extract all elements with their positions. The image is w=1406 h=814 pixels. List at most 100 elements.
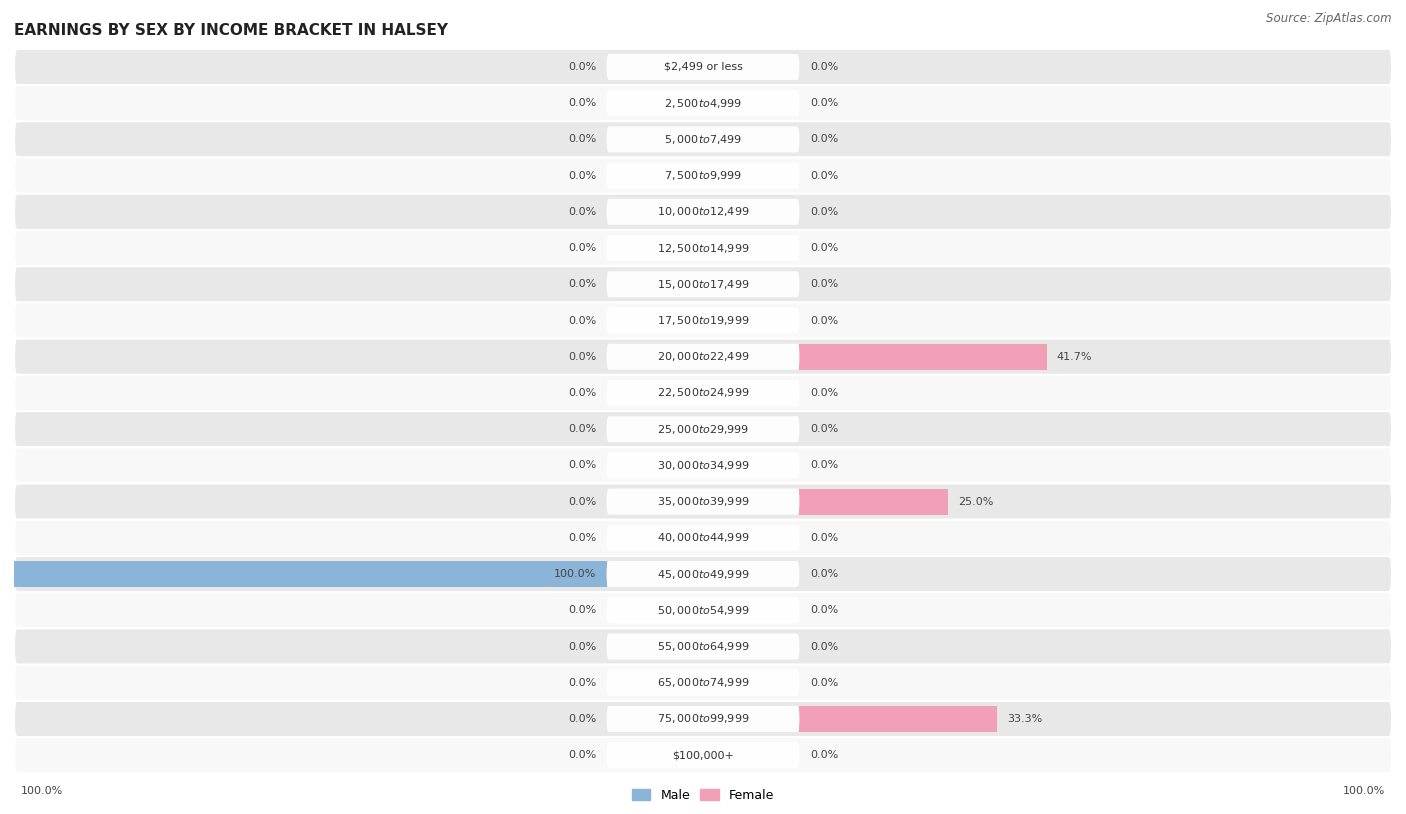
Text: 100.0%: 100.0%	[21, 786, 63, 796]
FancyBboxPatch shape	[14, 701, 1392, 737]
FancyBboxPatch shape	[606, 561, 800, 587]
FancyBboxPatch shape	[606, 488, 800, 514]
Text: $10,000 to $12,499: $10,000 to $12,499	[657, 205, 749, 218]
Text: 0.0%: 0.0%	[810, 533, 838, 543]
Text: 100.0%: 100.0%	[1343, 786, 1385, 796]
Text: $100,000+: $100,000+	[672, 751, 734, 760]
FancyBboxPatch shape	[14, 266, 1392, 303]
Text: 0.0%: 0.0%	[568, 497, 596, 506]
Bar	[800, 344, 1046, 370]
Text: Source: ZipAtlas.com: Source: ZipAtlas.com	[1267, 12, 1392, 25]
FancyBboxPatch shape	[606, 126, 800, 152]
Text: 0.0%: 0.0%	[568, 424, 596, 434]
FancyBboxPatch shape	[606, 235, 800, 261]
Text: $17,500 to $19,999: $17,500 to $19,999	[657, 314, 749, 327]
Text: 0.0%: 0.0%	[810, 171, 838, 181]
Text: 0.0%: 0.0%	[810, 461, 838, 470]
Text: $2,500 to $4,999: $2,500 to $4,999	[664, 97, 742, 110]
Text: 0.0%: 0.0%	[810, 62, 838, 72]
Text: $30,000 to $34,999: $30,000 to $34,999	[657, 459, 749, 472]
Bar	[14, 561, 606, 587]
Text: $7,500 to $9,999: $7,500 to $9,999	[664, 169, 742, 182]
Text: 0.0%: 0.0%	[810, 751, 838, 760]
Text: 0.0%: 0.0%	[568, 714, 596, 724]
Text: $15,000 to $17,499: $15,000 to $17,499	[657, 278, 749, 291]
Text: 0.0%: 0.0%	[568, 388, 596, 398]
Text: 0.0%: 0.0%	[810, 279, 838, 289]
FancyBboxPatch shape	[14, 339, 1392, 374]
FancyBboxPatch shape	[606, 633, 800, 659]
FancyBboxPatch shape	[14, 158, 1392, 194]
Text: 0.0%: 0.0%	[568, 533, 596, 543]
Text: $75,000 to $99,999: $75,000 to $99,999	[657, 712, 749, 725]
Text: 0.0%: 0.0%	[810, 98, 838, 108]
Text: 0.0%: 0.0%	[810, 678, 838, 688]
FancyBboxPatch shape	[14, 448, 1392, 484]
Text: 0.0%: 0.0%	[810, 207, 838, 217]
Text: 0.0%: 0.0%	[568, 461, 596, 470]
FancyBboxPatch shape	[14, 303, 1392, 339]
Text: 0.0%: 0.0%	[810, 641, 838, 651]
Text: 0.0%: 0.0%	[568, 641, 596, 651]
FancyBboxPatch shape	[14, 411, 1392, 448]
FancyBboxPatch shape	[606, 416, 800, 442]
FancyBboxPatch shape	[606, 706, 800, 732]
FancyBboxPatch shape	[606, 670, 800, 696]
Text: 0.0%: 0.0%	[810, 134, 838, 144]
Text: 0.0%: 0.0%	[568, 606, 596, 615]
Text: 0.0%: 0.0%	[568, 171, 596, 181]
Text: 0.0%: 0.0%	[810, 316, 838, 326]
FancyBboxPatch shape	[14, 121, 1392, 158]
Text: $2,499 or less: $2,499 or less	[664, 62, 742, 72]
FancyBboxPatch shape	[14, 519, 1392, 556]
FancyBboxPatch shape	[606, 308, 800, 334]
Text: 0.0%: 0.0%	[568, 207, 596, 217]
FancyBboxPatch shape	[606, 54, 800, 80]
FancyBboxPatch shape	[14, 49, 1392, 85]
Text: 0.0%: 0.0%	[568, 98, 596, 108]
FancyBboxPatch shape	[14, 194, 1392, 230]
FancyBboxPatch shape	[14, 664, 1392, 701]
Text: 33.3%: 33.3%	[1007, 714, 1042, 724]
Text: 0.0%: 0.0%	[568, 678, 596, 688]
FancyBboxPatch shape	[606, 344, 800, 370]
Text: $35,000 to $39,999: $35,000 to $39,999	[657, 495, 749, 508]
FancyBboxPatch shape	[606, 742, 800, 768]
FancyBboxPatch shape	[14, 374, 1392, 411]
FancyBboxPatch shape	[14, 737, 1392, 773]
Text: 0.0%: 0.0%	[810, 243, 838, 253]
Text: $50,000 to $54,999: $50,000 to $54,999	[657, 604, 749, 617]
Text: 0.0%: 0.0%	[568, 134, 596, 144]
Text: 0.0%: 0.0%	[568, 279, 596, 289]
Text: 0.0%: 0.0%	[810, 606, 838, 615]
Text: $22,500 to $24,999: $22,500 to $24,999	[657, 387, 749, 400]
Text: $20,000 to $22,499: $20,000 to $22,499	[657, 350, 749, 363]
Legend: Male, Female: Male, Female	[627, 784, 779, 807]
Text: 0.0%: 0.0%	[810, 569, 838, 579]
FancyBboxPatch shape	[14, 628, 1392, 664]
Text: 0.0%: 0.0%	[568, 243, 596, 253]
Text: $5,000 to $7,499: $5,000 to $7,499	[664, 133, 742, 146]
FancyBboxPatch shape	[606, 453, 800, 479]
FancyBboxPatch shape	[606, 380, 800, 406]
Text: $12,500 to $14,999: $12,500 to $14,999	[657, 242, 749, 255]
FancyBboxPatch shape	[14, 592, 1392, 628]
Text: 0.0%: 0.0%	[568, 316, 596, 326]
FancyBboxPatch shape	[606, 597, 800, 624]
Text: 0.0%: 0.0%	[568, 352, 596, 361]
FancyBboxPatch shape	[606, 271, 800, 297]
Text: 0.0%: 0.0%	[810, 424, 838, 434]
FancyBboxPatch shape	[14, 556, 1392, 592]
Text: $45,000 to $49,999: $45,000 to $49,999	[657, 567, 749, 580]
FancyBboxPatch shape	[606, 163, 800, 189]
FancyBboxPatch shape	[14, 484, 1392, 519]
Text: $40,000 to $44,999: $40,000 to $44,999	[657, 532, 749, 545]
FancyBboxPatch shape	[606, 525, 800, 551]
Text: $65,000 to $74,999: $65,000 to $74,999	[657, 676, 749, 689]
FancyBboxPatch shape	[606, 199, 800, 225]
Text: $25,000 to $29,999: $25,000 to $29,999	[657, 422, 749, 435]
Text: 0.0%: 0.0%	[568, 62, 596, 72]
FancyBboxPatch shape	[14, 85, 1392, 121]
Text: 25.0%: 25.0%	[957, 497, 993, 506]
Bar	[800, 488, 948, 514]
